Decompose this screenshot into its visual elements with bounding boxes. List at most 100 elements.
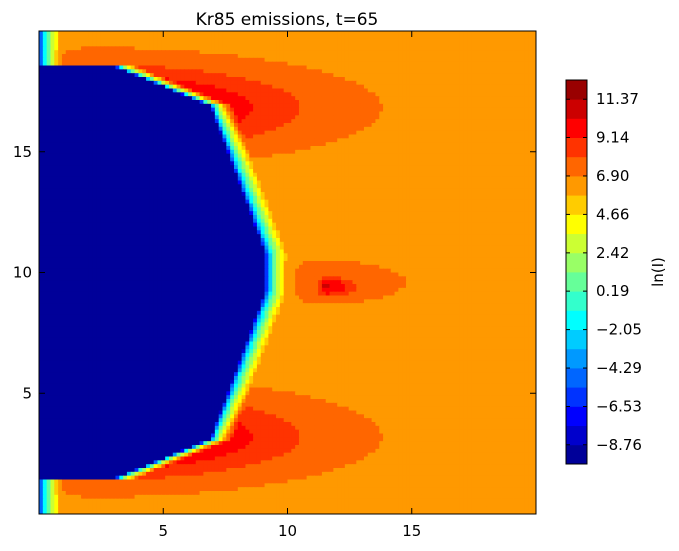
contour-cell [329,50,334,55]
contour-cell [337,54,342,59]
contour-cell [218,34,224,40]
contour-cell [421,31,426,36]
contour-cell [46,111,52,116]
contour-cell [146,161,151,166]
contour-cell [291,31,296,36]
contour-cell [367,172,373,178]
contour-cell [375,142,380,147]
contour-cell [524,161,529,166]
contour-cell [463,38,468,44]
contour-cell [272,146,277,151]
contour-cell [146,100,151,105]
contour-cell [88,153,94,159]
contour-cell [214,111,220,116]
contour-cell [501,157,507,162]
contour-cell [314,61,319,67]
contour-cell [371,31,377,36]
contour-cell [264,130,269,136]
contour-cell [306,103,312,109]
contour-cell [253,126,258,132]
contour-cell [432,80,438,86]
contour-cell [520,54,526,59]
contour-cell [153,142,159,147]
contour-cell [92,130,97,136]
contour-cell [482,103,487,109]
contour-cell [245,153,250,159]
contour-cell [203,119,208,124]
contour-cell [69,42,74,47]
contour-cell [474,169,480,174]
contour-cell [50,96,55,101]
contour-cell [421,119,426,124]
contour-cell [497,69,503,74]
contour-cell [428,65,434,70]
contour-cell [226,169,231,174]
contour-cell [532,146,536,151]
contour-cell [436,123,442,128]
contour-cell [444,165,449,170]
contour-cell [383,130,388,136]
contour-cell [402,107,407,113]
contour-cell [126,46,132,51]
contour-cell [172,149,178,155]
contour-cell [103,115,109,120]
contour-cell [233,115,239,120]
contour-cell [157,92,162,97]
contour-cell [184,161,189,166]
contour-cell [440,54,445,59]
contour-cell [138,92,143,97]
contour-cell [413,130,419,136]
contour-cell [459,119,464,124]
contour-cell [111,119,117,124]
contour-cell [367,111,373,116]
contour-cell [390,84,396,90]
contour-cell [103,92,109,97]
contour-cell [394,142,399,147]
contour-cell [100,61,105,67]
contour-cell [249,80,254,86]
contour-cell [390,50,396,55]
contour-cell [46,142,52,147]
contour-cell [459,111,464,116]
contour-cell [310,96,315,101]
contour-cell [69,146,74,151]
contour-cell [268,146,273,151]
contour-cell [528,46,533,51]
contour-cell [111,54,117,59]
contour-cell [276,69,281,74]
contour-cell [103,153,109,159]
contour-cell [425,88,430,93]
contour-cell [448,169,453,174]
contour-cell [88,73,94,78]
contour-cell [230,107,235,113]
contour-cell [283,61,289,67]
contour-cell [314,153,319,159]
contour-cell [115,92,120,97]
contour-cell [81,57,86,63]
contour-cell [367,107,373,113]
contour-cell [409,84,415,90]
contour-cell [249,172,254,178]
contour-cell [218,119,224,124]
contour-cell [249,38,254,44]
contour-cell [176,123,182,128]
contour-cell [379,31,384,36]
contour-cell [516,161,522,166]
contour-cell [528,126,533,132]
contour-cell [165,103,170,109]
contour-cell [214,115,220,120]
contour-cell [195,161,201,166]
contour-cell [528,103,533,109]
contour-cell [69,161,74,166]
contour-cell [486,65,491,70]
contour-cell [253,111,258,116]
contour-cell [237,96,243,101]
contour-cell [42,65,48,70]
contour-cell [298,96,304,101]
contour-cell [295,130,300,136]
contour-cell [264,54,269,59]
contour-cell [428,57,434,63]
contour-cell [61,123,67,128]
contour-cell [161,146,166,151]
contour-cell [77,149,82,155]
